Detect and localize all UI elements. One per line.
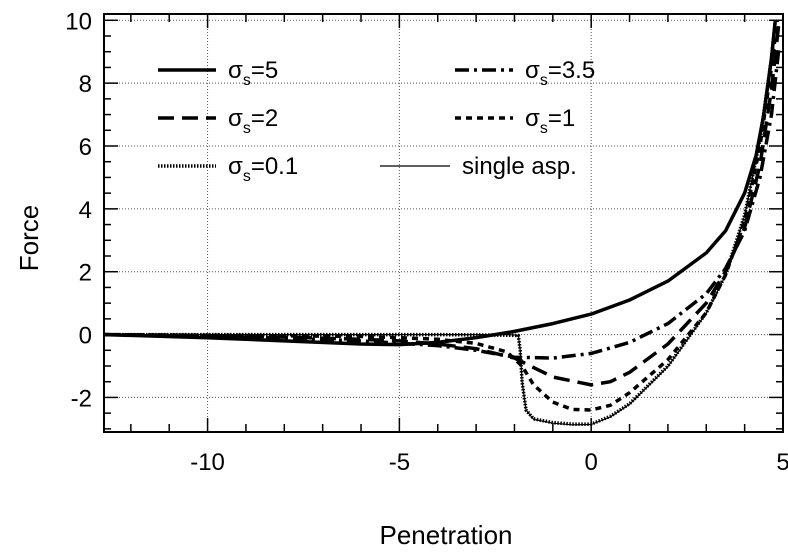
series-line (104, 20, 778, 347)
x-axis-title: Penetration (380, 520, 513, 550)
legend-label: σs=5 (228, 57, 278, 89)
y-tick-label: 8 (79, 71, 92, 98)
series-line (104, 20, 776, 426)
y-axis-title: Force (14, 205, 44, 271)
y-tick-label: 2 (79, 260, 92, 287)
x-tick-label: 5 (776, 449, 788, 476)
legend-label: σs=1 (525, 105, 575, 137)
legend-label: σs=3.5 (525, 57, 595, 89)
grid (104, 14, 783, 432)
legend-label: σs=0.1 (228, 153, 298, 185)
series-line (104, 20, 781, 387)
plot-frame (103, 13, 784, 433)
series-layer (104, 20, 781, 426)
y-tick-label: 4 (79, 197, 92, 224)
series-line (104, 45, 781, 360)
tick-labels: -10 -5 0 5 -2 0 2 4 6 8 10 (65, 8, 788, 476)
plot-border (103, 13, 784, 433)
x-tick-label: 0 (585, 449, 598, 476)
y-tick-label: 10 (65, 8, 92, 35)
ticks (104, 14, 784, 432)
legend: σs=5 σs=3.5 σs=2 σs=1 σs=0.1 single asp. (158, 57, 595, 185)
series-line (104, 20, 778, 426)
legend-label: σs=2 (228, 105, 278, 137)
y-tick-label: 6 (79, 134, 92, 161)
x-tick-label: -10 (190, 449, 225, 476)
x-tick-label: -5 (389, 449, 410, 476)
legend-label: single asp. (462, 153, 577, 180)
y-tick-label: -2 (71, 385, 92, 412)
y-tick-label: 0 (79, 323, 92, 350)
